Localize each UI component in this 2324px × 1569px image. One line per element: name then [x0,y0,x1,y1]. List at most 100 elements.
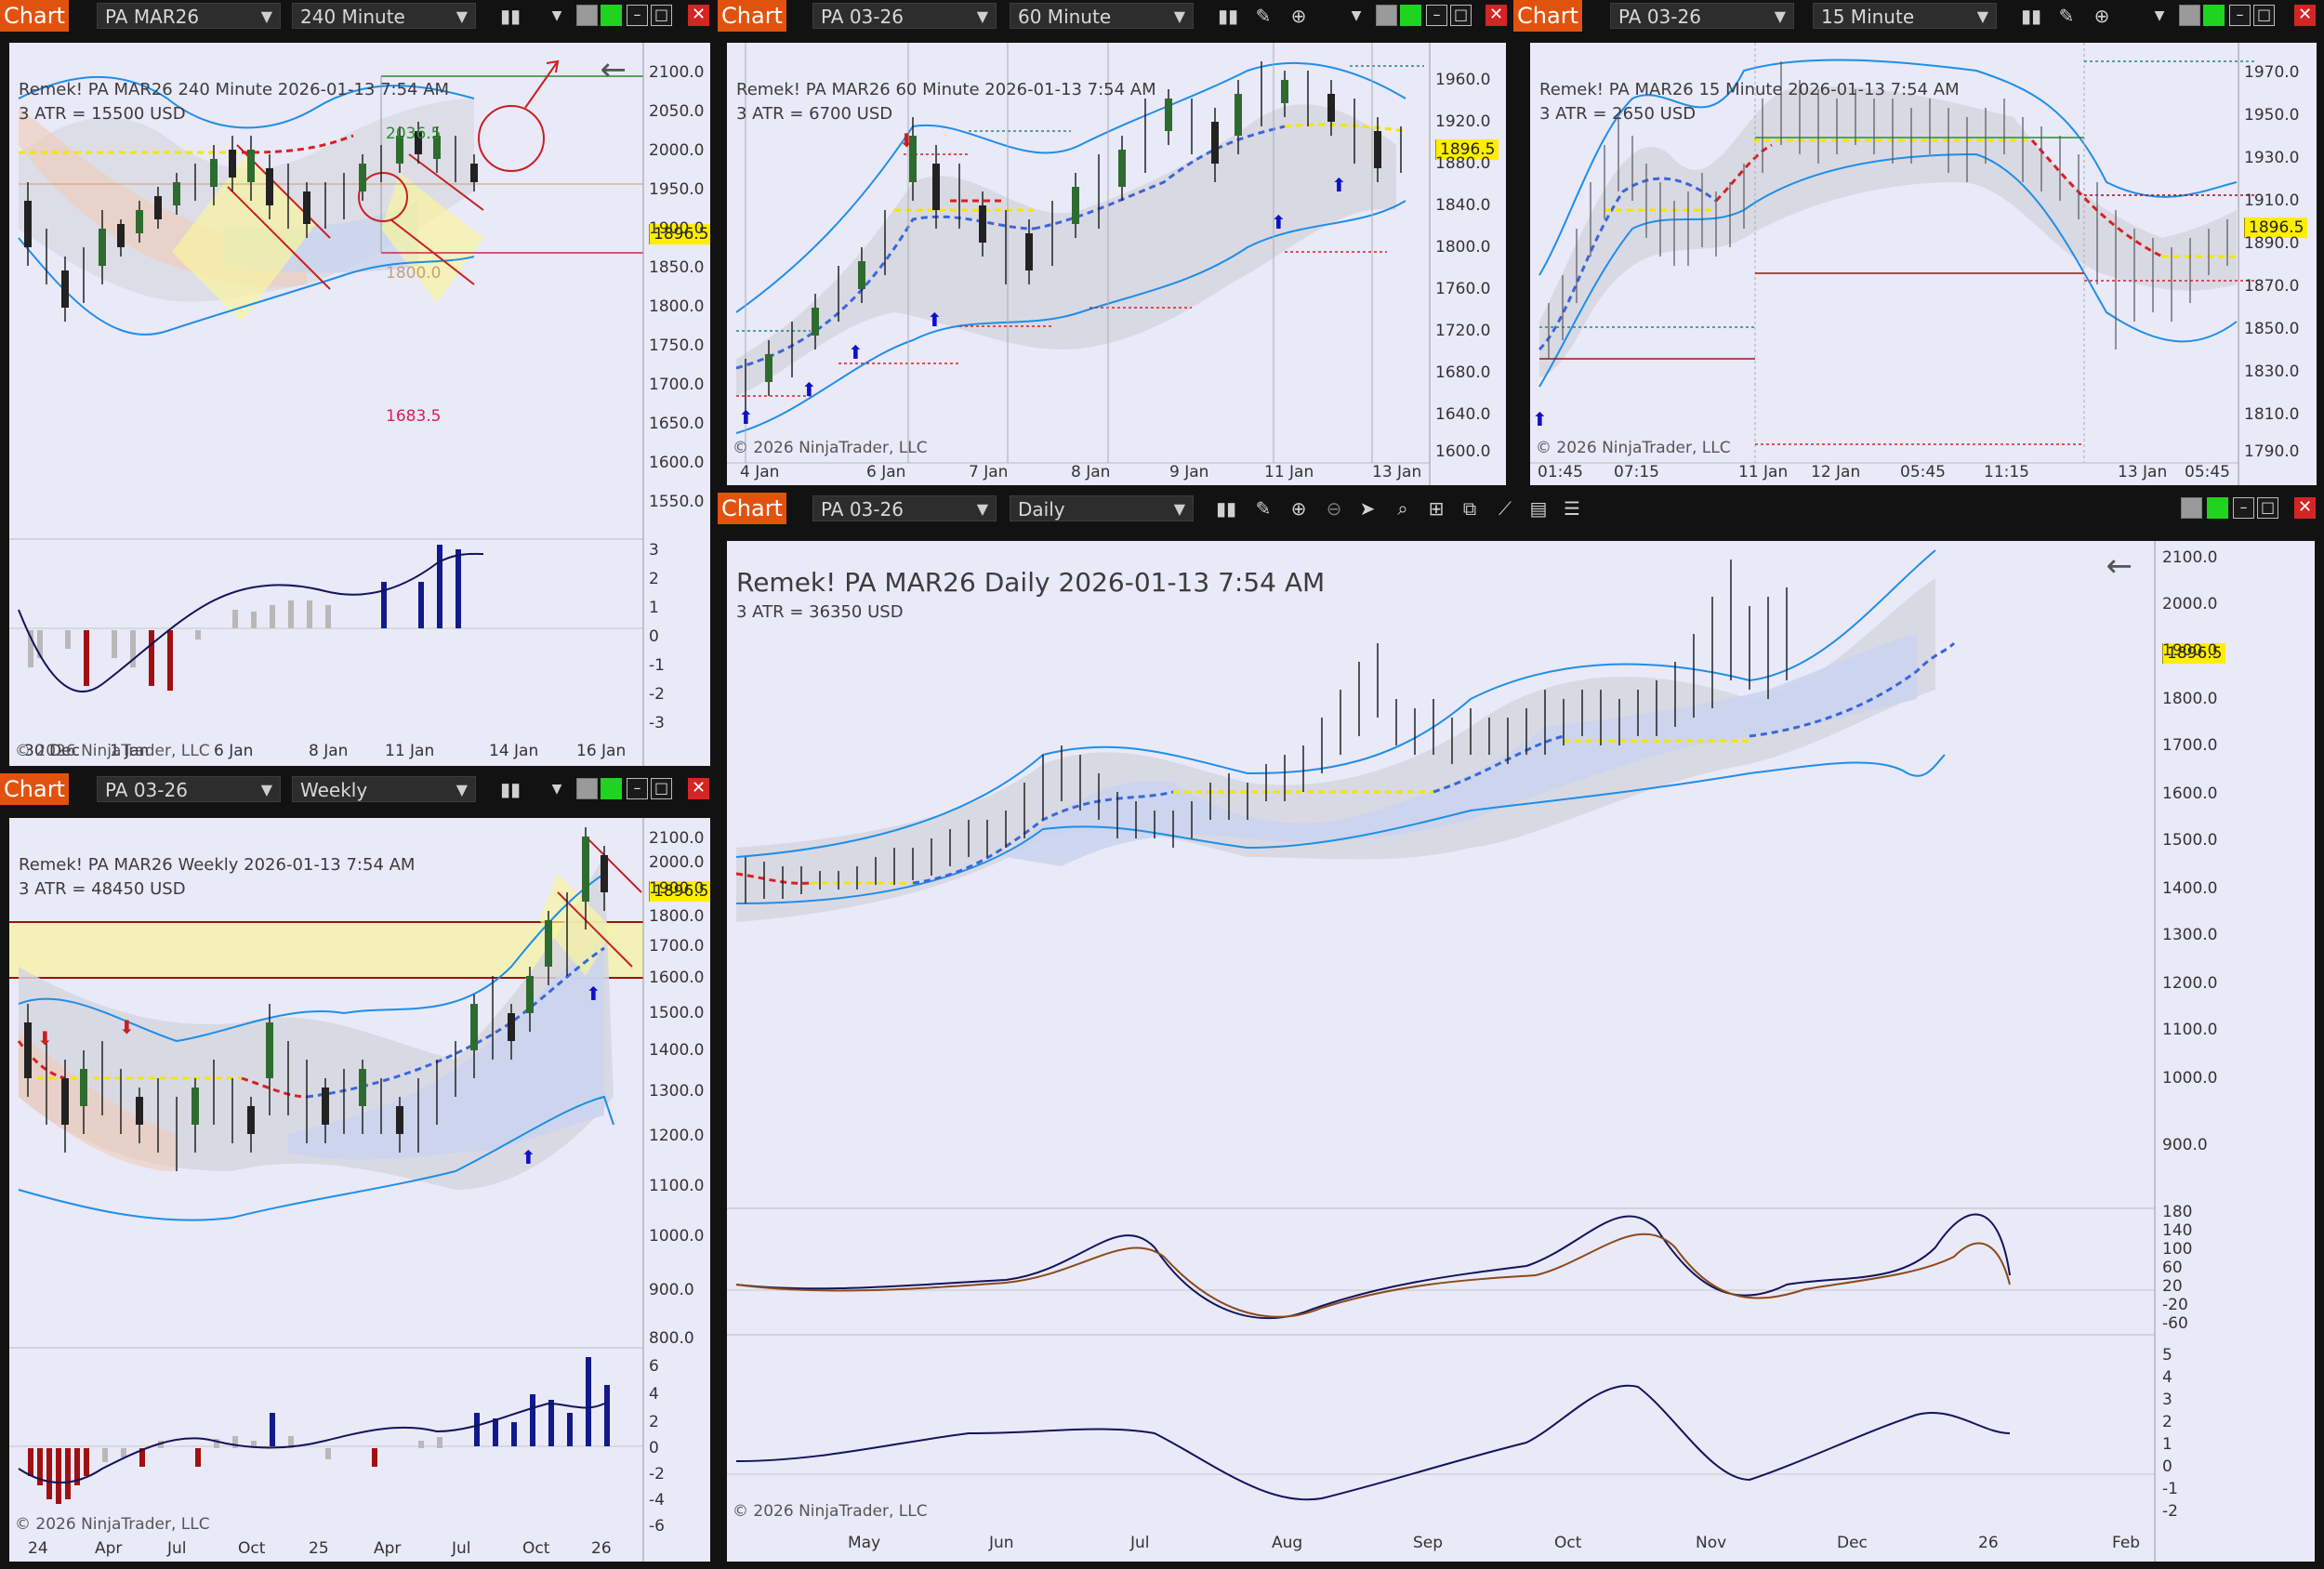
instrument-select[interactable]: PA MAR26 ▼ [97,3,281,29]
atr-line: 3 ATR = 15500 USD [19,104,186,124]
chevron-down-icon: ▼ [1173,500,1185,518]
zoom-out-icon[interactable]: ⊖ [1326,497,1342,520]
instrument-link-button[interactable] [601,778,622,799]
osc-tick: -6 [649,1517,665,1536]
instrument-select[interactable]: PA 03-26 ▼ [1610,3,1794,29]
close-button[interactable]: ✕ [2294,497,2316,519]
chevron-down-icon[interactable]: ▼ [1351,8,1362,23]
chart-style-icon[interactable]: ▮▮ [499,778,521,800]
link-color-button[interactable] [1376,5,1397,26]
maximize-button[interactable]: □ [2253,5,2275,26]
time-tick: 01:45 [1538,463,1583,481]
copyright: © 2026 NinjaTrader, LLC [733,439,928,457]
osc2-tick: 2 [2162,1413,2172,1431]
zoom-icon[interactable]: ⊕ [1290,5,1307,27]
data-box-icon[interactable]: ⌕ [1397,497,1408,520]
chart-panel[interactable]: ⬇ ⬇ ⬆ ⬆ Remek! PA [9,818,710,1562]
chevron-down-icon: ▼ [1173,7,1185,25]
chart-title-tab[interactable]: Chart [0,773,69,805]
price-chart-weekly: ⬇ ⬇ ⬆ ⬆ [9,818,644,1562]
link-color-button[interactable] [576,5,598,26]
minimize-button[interactable]: – [627,778,648,799]
close-button[interactable]: ✕ [688,5,709,26]
chart-panel[interactable]: ⬆ ⬆ ⬆ ⬆ ⬆ ⬆ ⬇ Remek! PA MAR26 60 Minute 2026-… [727,43,1506,485]
time-tick: Aug [1272,1534,1303,1552]
interval-select[interactable]: 60 Minute ▼ [1010,3,1194,29]
interval-select[interactable]: Daily ▼ [1010,495,1194,521]
indicators-icon[interactable]: ▤ [1529,497,1548,520]
maximize-button[interactable]: □ [2257,497,2278,519]
chart-panel[interactable]: ⬆ Remek! PA MAR26 15 Minute 2026-01-13 7… [1530,43,2317,485]
maximize-button[interactable]: □ [651,778,672,799]
properties-icon[interactable]: ☰ [1564,497,1580,520]
chevron-down-icon[interactable]: ▼ [551,782,562,797]
osc-tick: 2 [649,1413,659,1431]
templates-icon[interactable]: ⊞ [1428,497,1445,520]
instrument-link-button[interactable] [601,5,622,26]
last-price-tag: 1896.5 [2162,643,2226,664]
back-arrow-icon[interactable]: ← [600,51,627,88]
minimize-button[interactable]: – [2229,5,2251,26]
chevron-down-icon[interactable]: ▼ [2154,8,2165,23]
price-tick: 1840.0 [1435,196,1491,215]
chart-title-tab[interactable]: Chart [0,0,69,32]
interval-select[interactable]: 15 Minute ▼ [1813,3,1997,29]
chevron-down-icon[interactable]: ▼ [551,8,562,23]
osc-tick: -2 [649,685,665,704]
price-tick: 1900.0 [2162,641,2218,660]
chart-style-icon[interactable]: ▮▮ [1215,497,1236,520]
chart-style-icon[interactable]: ▮▮ [499,5,521,27]
osc-tick: 6 [649,1357,659,1376]
price-tick: 1680.0 [1435,363,1491,382]
chart-style-icon[interactable]: ▮▮ [2020,5,2041,27]
zoom-in-icon[interactable]: ⊕ [1290,497,1307,520]
close-button[interactable]: ✕ [2294,5,2316,26]
strategies-icon[interactable]: ⟋ [1499,497,1512,520]
price-tick: 1920.0 [1435,112,1491,131]
maximize-button[interactable]: □ [651,5,672,26]
chart-window-weekly: Chart PA 03-26 ▼ Weekly ▼ ▮▮ ▼ – □ ✕ [0,773,718,1569]
pencil-icon[interactable]: ✎ [1255,497,1272,520]
osc1-tick: 20 [2162,1277,2183,1296]
instrument-link-button[interactable] [2203,5,2225,26]
interval-select[interactable]: Weekly ▼ [292,776,476,802]
pencil-icon[interactable]: ✎ [1255,5,1272,27]
instrument-select[interactable]: PA 03-26 ▼ [812,495,997,521]
chart-toolbar: Chart PA 03-26 ▼ Weekly ▼ ▮▮ ▼ – □ ✕ [0,773,718,805]
maximize-button[interactable]: □ [1450,5,1472,26]
chart-panel[interactable]: Remek! PA MAR26 Daily 2026-01-13 7:54 AM… [727,541,2315,1562]
price-tick: 2000.0 [2162,595,2218,613]
instrument-link-button[interactable] [1400,5,1421,26]
chart-title-tab[interactable]: Chart [1513,0,1582,32]
pencil-icon[interactable]: ✎ [2058,5,2075,27]
price-tick: 1900.0 [649,219,705,238]
chevron-down-icon: ▼ [1976,7,1988,25]
instrument-select[interactable]: PA 03-26 ▼ [97,776,281,802]
osc2-tick: 1 [2162,1435,2172,1454]
link-color-button[interactable] [2181,497,2202,519]
chart-panel[interactable]: Remek! PA MAR26 240 Minute 2026-01-13 7:… [9,43,710,766]
minimize-button[interactable]: – [1426,5,1447,26]
time-tick: 26 [1978,1534,1999,1552]
osc-tick: -1 [649,656,665,675]
instrument-link-button[interactable] [2207,497,2228,519]
interval-select[interactable]: 240 Minute ▼ [292,3,476,29]
chart-title-tab[interactable]: Chart [718,0,786,32]
close-button[interactable]: ✕ [1486,5,1507,26]
minimize-button[interactable]: – [2233,497,2254,519]
pointer-icon[interactable]: ➤ [1359,497,1376,520]
instrument-select[interactable]: PA 03-26 ▼ [812,3,997,29]
price-tick: 2000.0 [649,853,705,872]
time-tick: 11 Jan [385,742,435,760]
link-color-button[interactable] [576,778,598,799]
close-button[interactable]: ✕ [688,778,709,799]
link-color-button[interactable] [2179,5,2200,26]
chart-style-icon[interactable]: ▮▮ [1217,5,1238,27]
minimize-button[interactable]: – [627,5,648,26]
time-tick: Dec [1837,1534,1868,1552]
screenshot-icon[interactable]: ⧉ [1462,497,1477,520]
zoom-icon[interactable]: ⊕ [2093,5,2110,27]
back-arrow-icon[interactable]: ← [2106,547,2133,585]
time-tick: 12 Jan [1811,463,1861,481]
chart-title-tab[interactable]: Chart [718,493,786,524]
